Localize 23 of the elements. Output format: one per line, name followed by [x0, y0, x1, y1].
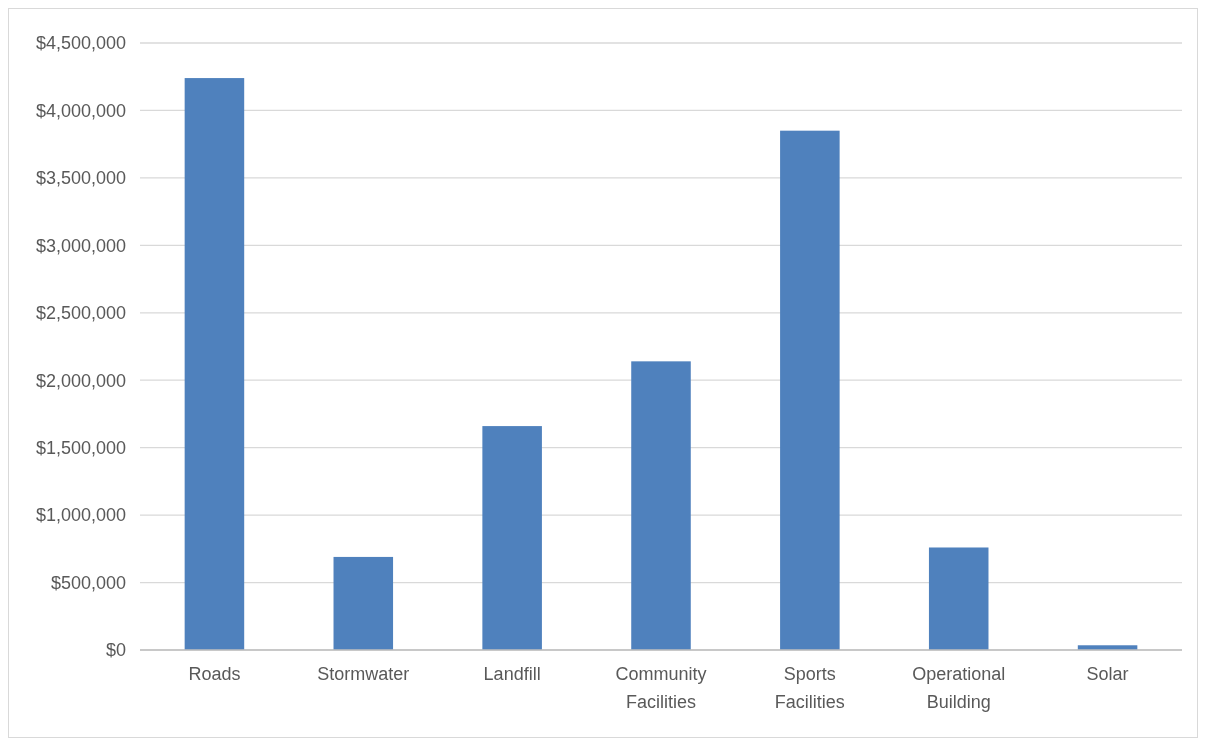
y-tick-label: $1,500,000: [35, 437, 126, 458]
x-tick-label: Stormwater: [317, 664, 410, 684]
x-tick-label: Sports Facilities: [774, 664, 845, 712]
y-tick-label: $2,000,000: [35, 370, 126, 391]
y-tick-label: $3,500,000: [35, 168, 126, 189]
y-tick-label: $4,000,000: [35, 100, 126, 121]
x-tick-label: Community Facilities: [615, 664, 707, 712]
bar: [928, 547, 989, 650]
y-tick-label: $2,500,000: [35, 303, 126, 324]
x-tick-label: Solar: [1086, 664, 1129, 684]
x-tick-label: Roads: [188, 664, 241, 684]
x-tick-label: Operational Building: [912, 664, 1006, 712]
y-tick-label: $0: [105, 640, 126, 661]
y-tick-label: $1,000,000: [35, 505, 126, 526]
bar: [333, 556, 394, 650]
bar: [482, 426, 542, 650]
bar: [780, 130, 840, 650]
y-tick-label: $4,500,000: [35, 33, 126, 54]
bar: [184, 78, 245, 650]
y-tick-label: $3,000,000: [35, 235, 126, 256]
bar: [631, 361, 691, 650]
y-tick-label: $500,000: [50, 572, 126, 593]
x-tick-label: Landfill: [483, 664, 541, 684]
